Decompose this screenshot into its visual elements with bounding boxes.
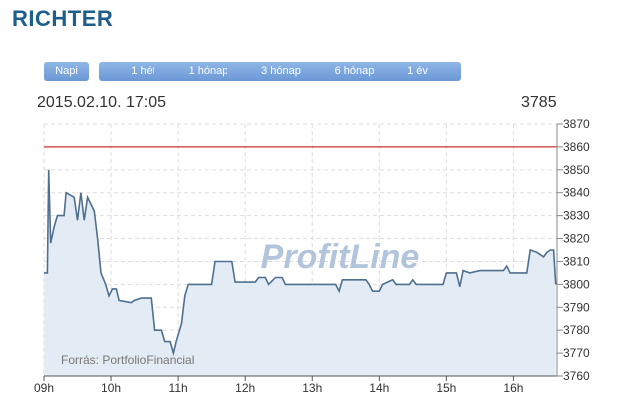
chart-datetime: 2015.02.10. 17:05 [37,94,167,111]
y-tick-label: 3870 [563,117,590,131]
x-tick-label: 09h [34,381,54,395]
y-tick-label: 3780 [563,323,590,337]
y-tick-label: 3790 [563,300,590,314]
profitline-logo: ProfitLine [261,238,420,276]
x-tick-label: 15h [436,381,456,395]
y-tick-label: 3820 [563,232,590,246]
x-tick-label: 12h [235,381,255,395]
y-ticks: 3760 3770 3780 3790 3800 3810 3820 3830 3840 3850… [557,117,590,383]
y-tick-label: 3810 [563,254,590,268]
y-tick-label: 3770 [563,346,590,360]
x-tick-label: 13h [302,381,322,395]
page-title: RICHTER [12,6,114,31]
tab-napi[interactable]: Napi [44,62,89,81]
price-line [44,169,557,357]
price-area [44,169,556,376]
x-ticks: 09h 10h 11h 12h 13h 14h 15h 16h [34,376,523,395]
y-tick-label: 3800 [563,277,590,291]
x-tick-label: 10h [101,381,121,395]
x-tick-label: 14h [369,381,389,395]
y-tick-label: 3860 [563,140,590,154]
chart-last-price: 3785 [521,94,557,111]
x-tick-label: 16h [503,381,523,395]
y-tick-label: 3840 [563,186,590,200]
x-tick-label: 11h [169,381,188,395]
y-tick-label: 3830 [563,209,590,223]
y-tick-label: 3760 [563,369,590,383]
tab-1-ev[interactable]: 1 év [374,62,461,81]
y-tick-label: 3850 [563,163,590,177]
source-label: Forrás: PortfolioFinancial [61,353,194,367]
